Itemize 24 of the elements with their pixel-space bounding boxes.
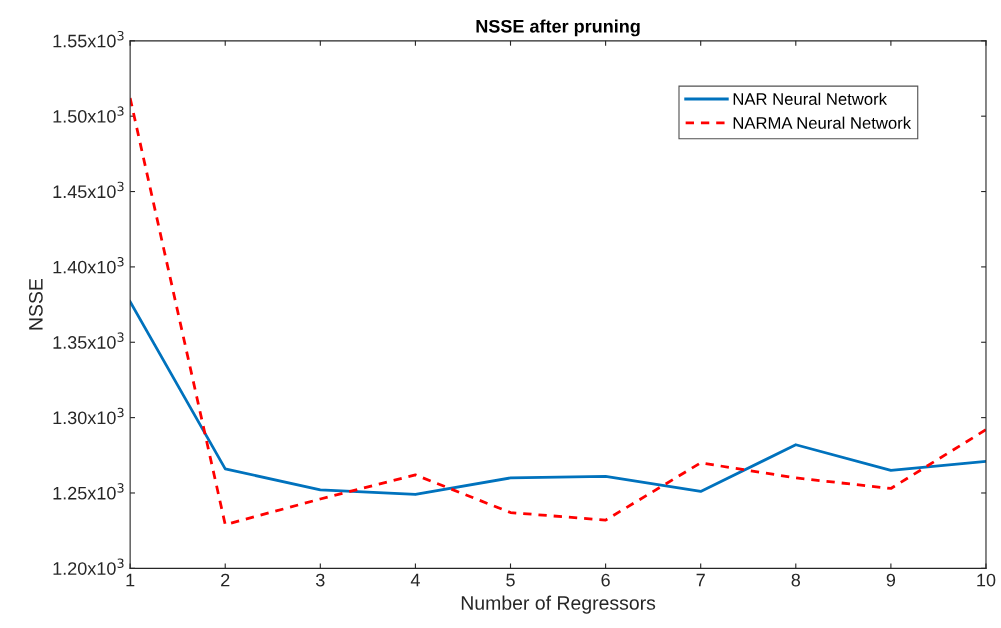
x-tick-label: 2 (221, 573, 230, 587)
y-axis-title: NSSE (28, 278, 43, 330)
x-tick-label: 9 (886, 573, 896, 587)
y-tick-label: 1.20x10$^{3}$ (53, 558, 124, 575)
y-tick-label: 1.30x10$^{3}$ (53, 407, 124, 425)
y-tick-label: 1.25x10$^{3}$ (53, 483, 124, 500)
y-tick-label: 1.50x10$^{3}$ (53, 106, 124, 123)
x-tick-label: 8 (791, 573, 801, 587)
legend-label: NARMA Neural Network (733, 116, 912, 129)
x-tick-label: 7 (696, 573, 705, 587)
x-tick-label: 4 (410, 573, 420, 587)
y-tick-label: 1.40x10$^{3}$ (53, 257, 124, 274)
x-axis-title: Number of Regressors (461, 595, 656, 614)
y-tick-label: 1.45x10$^{3}$ (53, 181, 124, 199)
x-tick-label: 3 (315, 573, 325, 587)
legend-label: NAR Neural Network (733, 92, 888, 105)
y-tick-label: 1.35x10$^{3}$ (53, 332, 124, 349)
x-tick-label: 6 (601, 573, 610, 587)
chart-title: NSSE after pruning (476, 19, 640, 37)
line-series (130, 300, 986, 496)
x-tick-label: 10 (977, 573, 996, 587)
x-tick-label: 5 (506, 573, 515, 587)
y-tick-label: 1.55x10$^{3}$ (53, 30, 124, 48)
x-tick-label: 1 (126, 573, 135, 587)
